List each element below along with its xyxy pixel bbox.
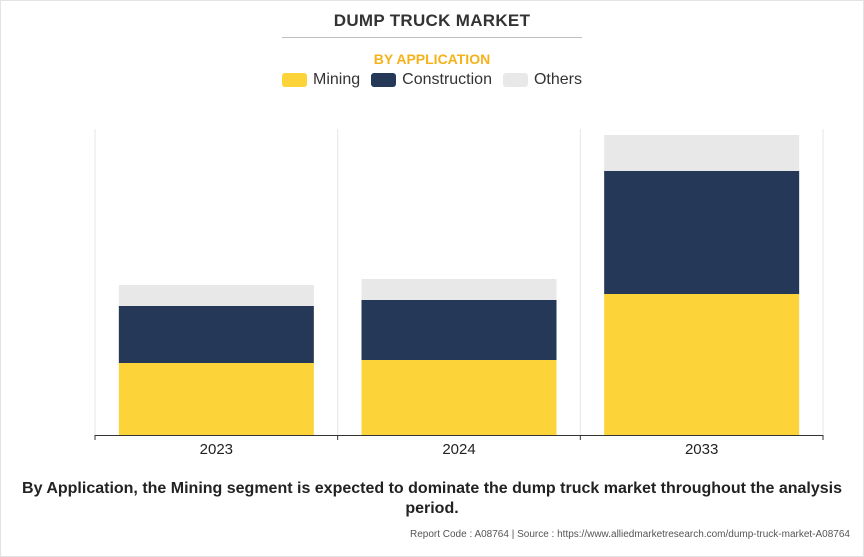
- legend-label-construction: Construction: [402, 71, 492, 88]
- bar-others-2023: [118, 285, 314, 306]
- legend-label-mining: Mining: [313, 71, 361, 88]
- source-note: Report Code : A08764 | Source : https://…: [409, 529, 850, 540]
- legend-item-others: Others: [502, 71, 582, 89]
- chart-subtitle: BY APPLICATION: [373, 51, 491, 67]
- bar-construction-2023: [118, 306, 314, 363]
- stacked-bar-chart: 2023 2024 2033: [94, 129, 824, 458]
- legend-swatch-others: [502, 73, 528, 87]
- bar-mining-2033: [604, 294, 800, 435]
- legend-item-mining: Mining: [282, 71, 360, 89]
- bar-construction-2024: [361, 300, 557, 360]
- x-tick-label-2033: 2033: [685, 441, 718, 458]
- legend-label-others: Others: [533, 71, 582, 88]
- legend-item-construction: Construction: [371, 71, 492, 89]
- x-tick-label-2024: 2024: [442, 441, 475, 458]
- bar-others-2033: [604, 135, 800, 171]
- bar-mining-2023: [118, 363, 314, 435]
- legend-swatch-construction: [371, 73, 397, 87]
- bar-construction-2033: [604, 171, 800, 294]
- bar-others-2024: [361, 279, 557, 300]
- title-divider: [282, 37, 582, 38]
- chart-caption: By Application, the Mining segment is ex…: [22, 480, 842, 517]
- x-tick-label-2023: 2023: [200, 441, 233, 458]
- legend: Mining Construction Others: [0, 71, 864, 89]
- legend-swatch-mining: [282, 73, 307, 87]
- bar-mining-2024: [361, 360, 557, 435]
- chart-title: DUMP TRUCK MARKET: [333, 11, 531, 30]
